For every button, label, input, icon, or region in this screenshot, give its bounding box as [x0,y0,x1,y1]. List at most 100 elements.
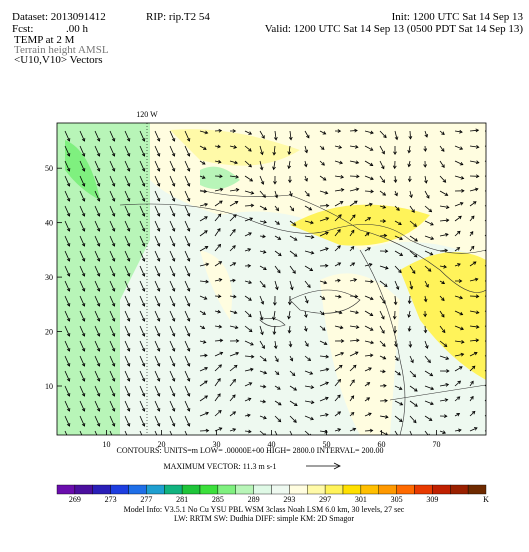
vector-head [171,408,176,412]
vector [304,130,310,139]
colorbar-swatch [271,484,290,495]
vector-head [355,325,360,329]
vector-head [247,413,251,418]
vector [109,295,115,307]
vector-head [441,313,445,318]
vector-head [171,243,176,247]
vector [349,188,359,192]
vector-head [399,252,404,256]
vector [109,370,115,382]
vector-head [234,160,238,165]
vector [439,249,448,252]
vector-head [204,353,208,358]
vector-head [126,408,131,412]
vector [319,340,328,345]
vector-head [96,228,101,232]
vector-head [320,146,325,150]
vector-head [472,261,477,265]
vector-head [369,296,374,301]
vector [469,365,476,372]
vector [408,160,411,167]
vector-head [289,286,294,291]
vector-head [112,438,115,441]
vector-head [126,138,131,142]
vector [94,400,100,412]
vector [229,365,238,372]
vector [79,340,85,352]
vector-head [273,345,278,350]
vector [394,415,403,422]
vector [394,400,403,406]
vector [244,190,254,194]
vector-head [354,351,359,355]
vector [199,230,208,237]
vector [364,203,373,207]
vector [94,130,100,142]
vector-head [307,357,312,362]
vector-head [248,328,253,333]
vector-head [459,366,463,370]
vector-head [171,168,176,172]
vector-head [325,247,329,251]
vector [139,175,145,187]
vector-head [322,327,326,331]
vector [64,190,70,202]
vector-head [486,217,489,220]
vector-head [96,153,101,157]
vector-head [262,194,266,198]
vector-head [382,356,387,360]
vector-head [156,378,161,382]
vector-head [292,222,297,226]
vector [304,235,314,238]
vector-head [425,345,429,349]
vector [424,280,429,288]
vector [289,280,293,290]
vector-head [141,183,146,187]
vector [79,370,85,382]
vector [154,415,160,427]
vector [469,325,479,328]
vector-head [355,160,360,165]
vector-head [273,136,278,141]
vector [79,400,85,412]
vector-head [459,295,464,300]
vector-head [219,174,223,179]
vector [424,205,432,212]
vector-head [66,183,71,187]
vector [394,370,401,376]
vector-head [66,273,71,277]
vector [364,340,374,344]
vector [469,231,474,237]
vector [424,130,428,138]
vector-head [203,189,208,194]
vector [349,325,359,328]
vector-head [81,168,86,172]
vector [469,396,474,402]
vector [364,367,372,372]
vector-head [262,384,267,389]
vector-head [233,145,238,149]
vector [109,340,115,352]
vector-head [424,133,429,138]
vector-head [382,343,386,347]
colorbar: 269 273 277 281 285 289 293 297 301 305 309 K [56,484,489,504]
vector [229,394,236,402]
vector-head [156,363,161,367]
vector [94,430,98,435]
vector-head [141,153,146,157]
vector-head [337,262,342,266]
vector-head [96,198,101,202]
vector [274,415,281,422]
contours [119,189,486,435]
vector [439,280,445,284]
vector-head [321,296,326,300]
vector-head [427,268,432,272]
vector-head [309,371,314,375]
vector-head [232,378,236,383]
vector-head [66,333,71,337]
vector [259,340,265,349]
vector-head [293,237,298,241]
colorbar-label: 309 [426,495,438,504]
vector-head [66,348,71,352]
colorbar-label: 273 [105,495,117,504]
